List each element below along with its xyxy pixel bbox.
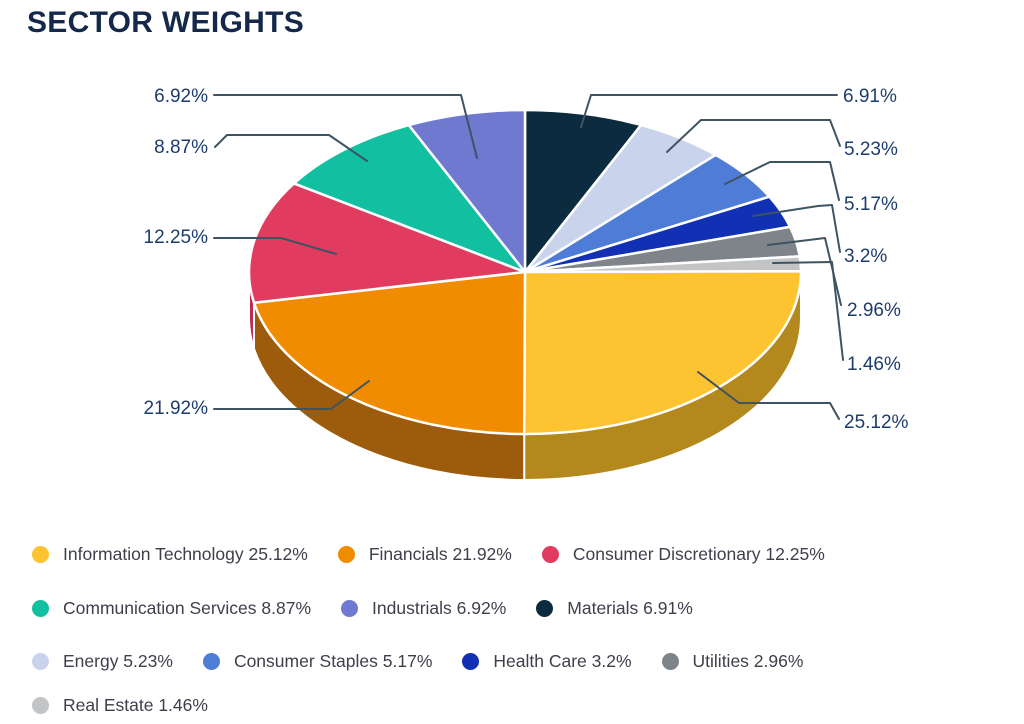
legend-row-2: Communication Services 8.87% Industrials … [32,597,693,619]
legend-item-information-technology: Information Technology 25.12% [32,544,308,565]
legend-item-consumer-staples: Consumer Staples 5.17% [202,650,433,672]
callout-line-information-technology [697,371,840,420]
slice-label-materials: 6.91% [843,86,897,107]
legend-item-real-estate: Real Estate 1.46% [32,695,208,716]
slice-label-real-estate: 1.46% [847,354,901,375]
legend-label-health-care: Health Care 3.2% [493,650,632,671]
legend-row-3: Energy 5.23% Consumer Staples 5.17% Health… [32,650,803,672]
legend-label-communication-services: Communication Services 8.87% [63,597,312,618]
callout-line-utilities [767,237,842,306]
legend-dot-consumer-discretionary [541,545,559,563]
callout-line-materials [580,94,838,128]
legend-label-real-estate: Real Estate 1.46% [63,694,208,715]
callout-line-consumer-staples [724,161,840,201]
legend-dot-real-estate [32,696,49,714]
slice-label-health-care: 3.2% [844,246,888,267]
legend-dot-materials [536,599,554,617]
legend-item-industrials: Industrials 6.92% [341,598,506,619]
legend-item-communication-services: Communication Services 8.87% [32,598,311,619]
slice-label-consumer-discretionary: 12.25% [143,227,208,248]
slice-label-industrials: 6.92% [154,86,208,107]
legend-row-1: Information Technology 25.12% Financials … [32,543,825,565]
callout-line-financials [213,380,370,410]
legend-label-consumer-discretionary: Consumer Discretionary 12.25% [572,543,825,564]
legend-dot-utilities [661,652,679,670]
callout-line-energy [666,119,841,153]
legend-label-materials: Materials 6.91% [567,597,693,618]
slice-label-financials: 21.92% [143,398,208,419]
callout-line-communication-services [214,134,368,162]
callout-line-industrials [213,94,478,159]
page-title: SECTOR WEIGHTS [27,6,304,39]
callout-line-health-care [752,204,841,253]
legend-dot-financials [337,545,355,563]
legend-row-4: Real Estate 1.46% [32,694,208,716]
legend-item-health-care: Health Care 3.2% [462,650,632,672]
pie-slice-information-technology [522,270,803,436]
callout-line-real-estate [772,261,844,361]
legend-label-financials: Financials 21.92% [368,543,512,564]
legend-label-industrials: Industrials 6.92% [372,597,507,618]
legend-label-information-technology: Information Technology 25.12% [63,543,308,564]
callout-line-consumer-discretionary [213,237,337,255]
legend-dot-energy [32,652,49,670]
legend-label-utilities: Utilities 2.96% [692,650,804,671]
slice-label-utilities: 2.96% [847,300,901,321]
pie-slice-consumer-discretionary [247,182,527,304]
legend-dot-industrials [341,599,359,617]
legend-item-consumer-discretionary: Consumer Discretionary 12.25% [541,543,825,565]
legend-item-financials: Financials 21.92% [337,543,512,565]
legend-dot-information-technology [32,545,49,563]
legend-dot-communication-services [32,599,49,617]
legend-label-energy: Energy 5.23% [63,650,173,671]
legend-dot-health-care [462,652,480,670]
slice-label-energy: 5.23% [844,139,898,160]
slice-label-information-technology: 25.12% [844,412,909,433]
legend-label-consumer-staples: Consumer Staples 5.17% [233,650,433,671]
slice-label-consumer-staples: 5.17% [844,194,898,215]
legend-item-utilities: Utilities 2.96% [661,650,804,672]
pie-slice-communication-services [292,123,527,274]
legend-dot-consumer-staples [202,652,220,670]
legend-item-energy: Energy 5.23% [32,651,173,672]
legend-item-materials: Materials 6.91% [536,597,693,619]
slice-label-communication-services: 8.87% [154,137,208,158]
